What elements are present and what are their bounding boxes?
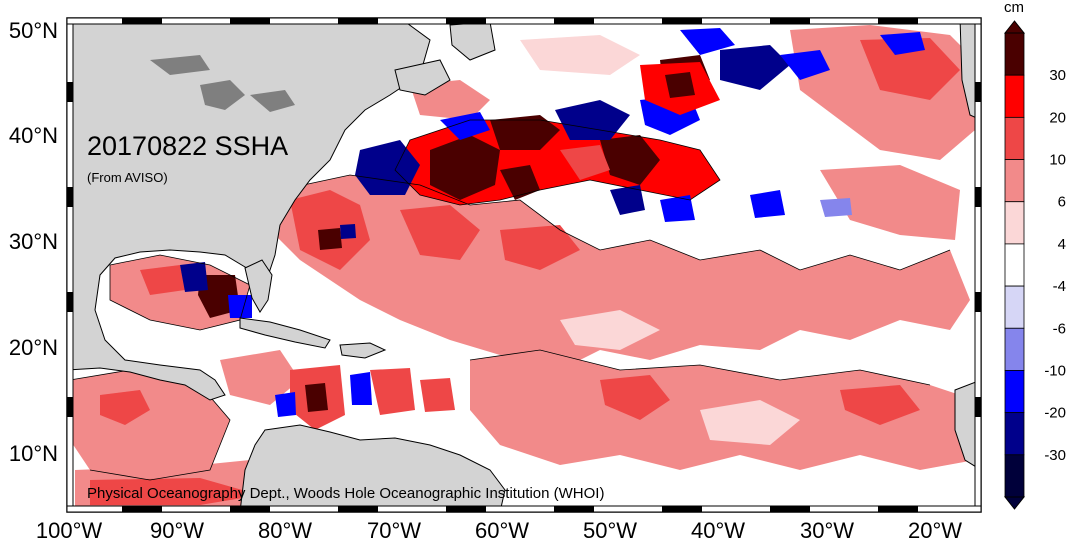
colorbar-tick-label: 6 xyxy=(1058,194,1066,211)
colorbar: cm 30 20 10 6 4 -4 -6 -10 -20 -30 xyxy=(1003,0,1066,510)
colorbar-bin xyxy=(1004,370,1025,414)
colorbar-bin xyxy=(1004,243,1025,287)
lat-label-20n: 20°N xyxy=(9,335,58,360)
nova-scotia-land xyxy=(394,59,451,96)
colorbar-max-arrow xyxy=(1003,20,1026,34)
lon-label-40w: 40°W xyxy=(691,518,745,542)
north-america-land xyxy=(67,18,431,401)
colorbar-bin xyxy=(1004,412,1025,456)
map-title: 20170822 SSHA xyxy=(87,131,288,161)
colorbar-min-arrow xyxy=(1003,496,1026,510)
colorbar-tick-label: 10 xyxy=(1049,152,1066,169)
colorbar-ticks: 30 20 10 6 4 -4 -6 -10 -20 -30 xyxy=(1044,67,1066,464)
colorbar-tick-label: -20 xyxy=(1044,405,1066,422)
map-subtitle: (From AVISO) xyxy=(87,170,168,185)
colorbar-bin xyxy=(1004,201,1025,245)
colorbar-tick-label: 20 xyxy=(1049,109,1066,126)
land-masses xyxy=(67,18,981,512)
latitude-axis: 10°N 20°N 30°N 40°N 50°N xyxy=(9,18,58,466)
colorbar-tick-label: 30 xyxy=(1049,67,1066,84)
hispaniola-island xyxy=(339,342,387,359)
ocean-anomaly-field xyxy=(70,25,975,510)
lon-label-60w: 60°W xyxy=(475,518,529,542)
colorbar-bin xyxy=(1004,74,1025,118)
gulf-caribbean-eddies xyxy=(110,224,455,430)
florida-peninsula xyxy=(244,259,273,313)
colorbar-tick-label: -10 xyxy=(1044,362,1066,379)
colorbar-tick-label: 4 xyxy=(1058,236,1066,253)
lon-label-30w: 30°W xyxy=(800,518,854,542)
lat-label-10n: 10°N xyxy=(9,441,58,466)
colorbar-bin xyxy=(1004,454,1025,498)
great-lakes xyxy=(150,55,295,112)
lon-label-100w: 100°W xyxy=(36,518,103,542)
lon-label-70w: 70°W xyxy=(367,518,421,542)
longitude-axis: 100°W 90°W 80°W 70°W 60°W 50°W 40°W 30°W… xyxy=(36,518,962,542)
lon-label-50w: 50°W xyxy=(583,518,637,542)
lat-label-40n: 40°N xyxy=(9,123,58,148)
colorbar-tick-label: -30 xyxy=(1044,447,1066,464)
colorbar-bin xyxy=(1004,159,1025,203)
colorbar-bin xyxy=(1004,327,1025,371)
frame-tick-bars xyxy=(66,17,982,513)
colorbar-bin xyxy=(1004,116,1025,160)
lon-label-90w: 90°W xyxy=(150,518,204,542)
lon-label-20w: 20°W xyxy=(908,518,962,542)
colorbar-tick-label: -6 xyxy=(1053,320,1066,337)
south-america-land xyxy=(239,424,506,512)
lon-label-80w: 80°W xyxy=(258,518,312,542)
colorbar-bin xyxy=(1004,285,1025,329)
lat-label-30n: 30°N xyxy=(9,229,58,254)
map-credit: Physical Oceanography Dept., Woods Hole … xyxy=(87,485,604,502)
colorbar-bin xyxy=(1004,32,1025,76)
gulf-stream-anomalies xyxy=(355,28,925,222)
cuba-island xyxy=(239,317,331,349)
lat-label-50n: 50°N xyxy=(9,18,58,43)
colorbar-unit: cm xyxy=(1004,0,1024,16)
colorbar-bins xyxy=(1003,20,1026,510)
map-area: 20170822 SSHA (From AVISO) Physical Ocea… xyxy=(67,18,981,512)
colorbar-tick-label: -4 xyxy=(1053,278,1066,295)
